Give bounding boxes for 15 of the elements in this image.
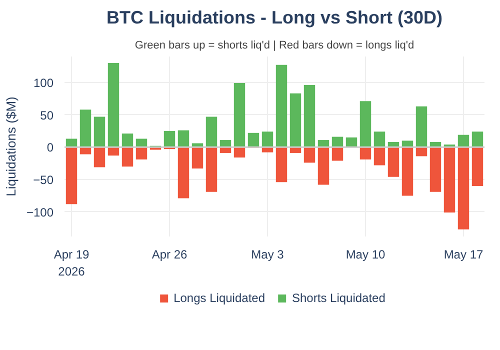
y-tick-label: 50 [40,108,54,122]
y-tick-label: −50 [33,173,54,188]
y-tick-label: −100 [26,205,54,220]
x-tick-label: May 10 [346,248,386,262]
x-tick-label: May 3 [251,248,284,262]
legend-label: Shorts Liquidated [292,291,386,305]
x-tick-label: Apr 19 2026 [54,248,90,278]
chart-subtitle: Green bars up = shorts liq'd | Red bars down = longs liq'd [134,40,414,52]
chart-title: BTC Liquidations - Long vs Short (30D) [106,8,443,28]
x-tick-label: May 17 [444,248,484,262]
x-tick-label: Apr 26 [152,248,188,262]
legend-label: Longs Liquidated [174,291,266,305]
y-axis-title: Liquidations ($M) [3,96,18,196]
y-tick-label: 100 [33,76,54,90]
y-tick-label: 0 [46,140,54,155]
